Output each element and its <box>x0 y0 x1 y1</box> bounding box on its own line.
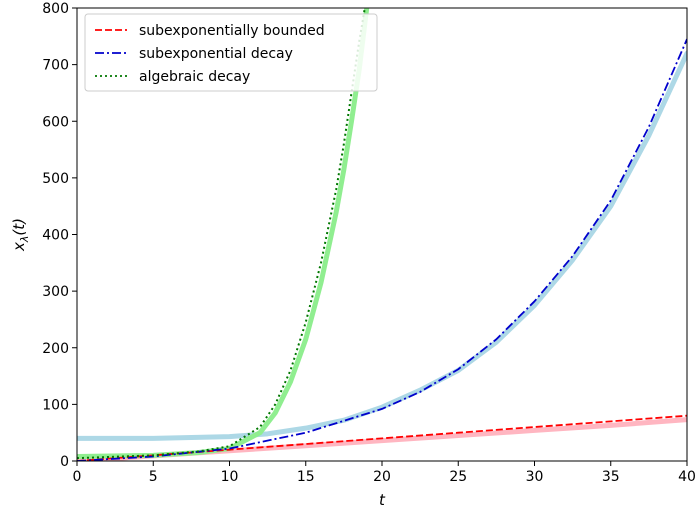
y-tick-label: 700 <box>42 58 69 74</box>
x-tick-label: 0 <box>73 469 82 485</box>
legend-label: subexponential decay <box>139 46 293 62</box>
y-axis-label-suffix: (t) <box>10 218 28 236</box>
legend-label: subexponentially bounded <box>139 23 325 39</box>
y-tick-label: 0 <box>60 454 69 470</box>
x-tick-label: 15 <box>297 469 315 485</box>
series-line-1 <box>77 38 687 461</box>
legend: subexponentially bounded subexponential d… <box>84 13 378 92</box>
y-tick-label: 300 <box>42 284 69 300</box>
y-tick-label: 100 <box>42 397 69 413</box>
x-tick-label: 30 <box>526 469 544 485</box>
x-tick-label: 25 <box>449 469 467 485</box>
legend-label: algebraic decay <box>139 69 250 85</box>
ticks-layer: 0 5 10 15 20 25 30 35 40010020030040050060070080… <box>42 1 696 485</box>
y-tick-label: 200 <box>42 341 69 357</box>
x-tick-label: 20 <box>373 469 391 485</box>
legend-box <box>84 13 378 92</box>
x-tick-label: 35 <box>602 469 620 485</box>
y-axis-label-main: x <box>10 242 28 252</box>
series-line-4 <box>77 50 687 441</box>
series-layer <box>77 8 687 461</box>
x-tick-label: 40 <box>678 469 696 485</box>
x-tick-label: 5 <box>149 469 158 485</box>
y-tick-label: 800 <box>42 1 69 17</box>
y-tick-label: 600 <box>42 114 69 130</box>
y-axis-label: xλ(t) <box>10 218 31 252</box>
y-axis-label-subscript: λ <box>18 236 31 244</box>
y-tick-label: 500 <box>42 171 69 187</box>
x-tick-label: 10 <box>221 469 239 485</box>
y-tick-label: 400 <box>42 228 69 244</box>
x-axis-label: t <box>379 491 386 509</box>
